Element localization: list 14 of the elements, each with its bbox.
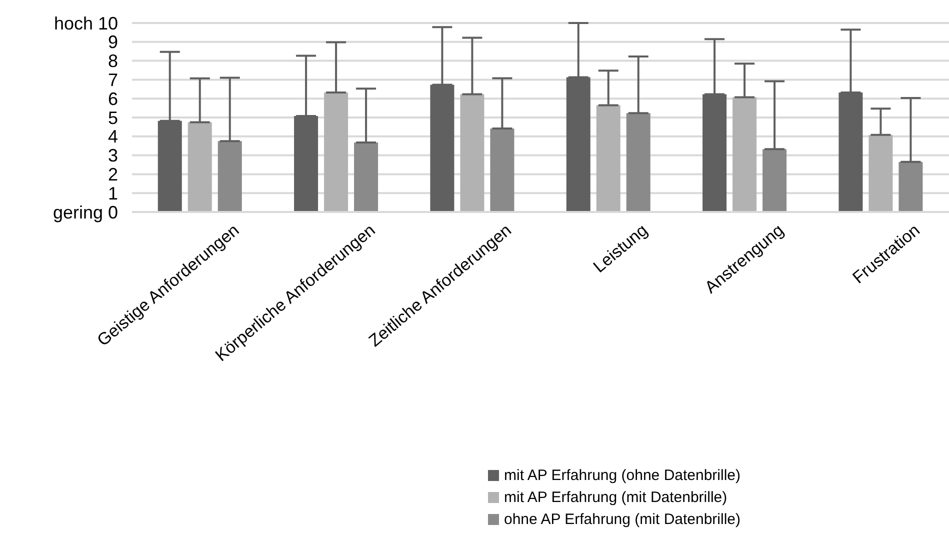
y-tick-label: 2 xyxy=(108,164,118,184)
y-tick-label: 7 xyxy=(108,70,118,90)
y-tick-label: 9 xyxy=(108,32,118,52)
legend-label: mit AP Erfahrung (ohne Datenbrille) xyxy=(504,466,741,484)
y-tick-label: 8 xyxy=(108,51,118,72)
y-tick-label: hoch 10 xyxy=(54,13,118,34)
y-tick-label: 6 xyxy=(108,88,118,109)
y-tick-label: gering 0 xyxy=(52,202,118,222)
legend-label: ohne AP Erfahrung (mit Datenbrille) xyxy=(504,510,741,528)
y-tick-label: 4 xyxy=(108,126,118,147)
y-tick-label: 1 xyxy=(108,183,118,204)
y-tick-label: 5 xyxy=(108,108,118,128)
legend-label: mit AP Erfahrung (mit Datenbrille) xyxy=(504,488,728,506)
y-tick-label: 3 xyxy=(108,146,118,166)
